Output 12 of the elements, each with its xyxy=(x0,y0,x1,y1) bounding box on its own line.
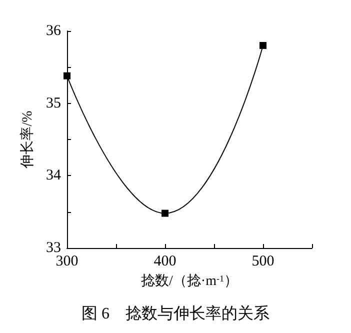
point xyxy=(162,210,168,217)
x-tick-label: 300 xyxy=(56,254,78,270)
y-tick-label: 35 xyxy=(46,95,61,112)
x-tick-label: 500 xyxy=(252,254,274,270)
x-tick-label: 400 xyxy=(154,254,176,270)
y-tick-label: 36 xyxy=(46,23,62,39)
point xyxy=(260,42,266,49)
text: 图 6 捻数与伸长率的关系 xyxy=(82,304,270,322)
y-tick-label: 33 xyxy=(46,240,61,256)
y-tick-label: 34 xyxy=(46,168,62,184)
point xyxy=(64,72,70,80)
y-axis-title: 伸长率/% xyxy=(20,110,36,170)
